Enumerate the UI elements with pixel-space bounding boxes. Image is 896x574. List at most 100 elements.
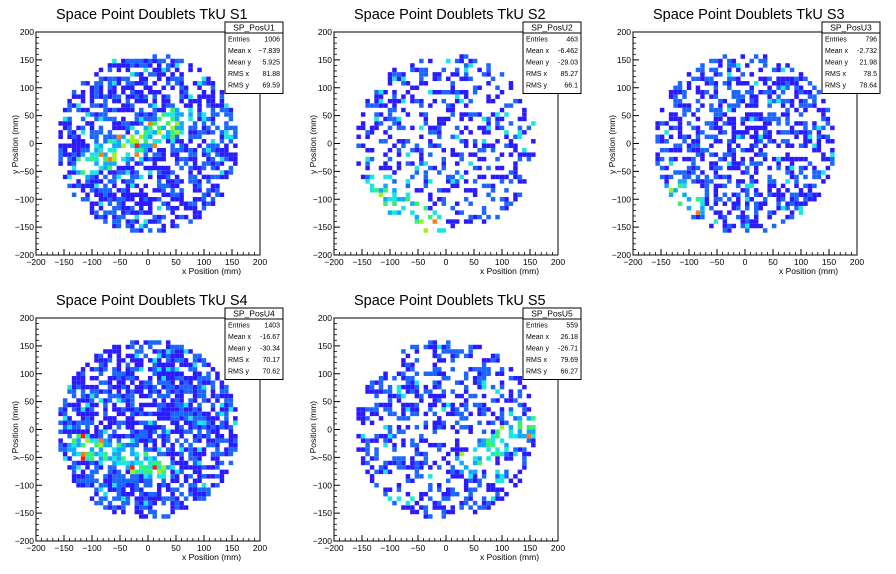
bin-cell (134, 183, 140, 189)
bin-cell (121, 407, 126, 412)
bin-cell (419, 460, 424, 466)
bin-cell (821, 125, 826, 131)
bin-cell (387, 393, 393, 399)
bin-cell (517, 125, 523, 131)
bin-cell (767, 192, 772, 198)
bin-cell (125, 170, 131, 175)
bin-cell (812, 174, 817, 180)
bin-cell (107, 197, 113, 202)
bin-cell (174, 134, 180, 140)
bin-cell (526, 152, 532, 157)
bin-cell (139, 89, 144, 95)
bin-cell (174, 125, 180, 131)
bin-cell (495, 429, 500, 434)
bin-cell (215, 398, 220, 403)
x-tick-label: −150 (352, 543, 371, 553)
bin-cell (499, 478, 505, 484)
bin-cell (780, 183, 786, 189)
bin-cell (459, 416, 464, 421)
bin-cell (188, 139, 193, 144)
bin-cell (206, 98, 211, 104)
bin-cell (432, 76, 438, 82)
bin-cell (526, 438, 532, 443)
bin-cell (481, 205, 487, 211)
bin-cell (401, 94, 406, 99)
bin-cell (677, 179, 683, 184)
bin-cell (62, 451, 68, 457)
bin-cell (736, 214, 741, 220)
bin-cell (130, 483, 135, 488)
bin-cell (531, 416, 536, 421)
bin-cell (125, 94, 131, 99)
bin-cell (165, 380, 171, 385)
bin-cell (76, 478, 81, 484)
bin-cell (762, 201, 768, 206)
bin-cell (374, 125, 379, 131)
bin-cell (495, 460, 500, 466)
x-tick-label: −50 (113, 257, 128, 267)
bin-cell (130, 107, 135, 113)
bin-cell (517, 425, 523, 430)
bin-cell (98, 85, 104, 90)
bin-cell (383, 465, 388, 470)
bin-cell (441, 509, 446, 515)
bin-cell (103, 402, 108, 408)
bin-cell (477, 456, 482, 461)
bin-cell (121, 483, 126, 488)
bin-cell (392, 442, 397, 448)
bin-cell (522, 402, 527, 408)
stats-value: 26.18 (560, 334, 578, 341)
bin-cell (80, 107, 86, 113)
bin-cell (749, 98, 754, 104)
bin-cell (210, 438, 216, 443)
bin-cell (116, 469, 122, 475)
bin-cell (771, 89, 777, 95)
bin-cell (468, 487, 473, 492)
bin-cell (192, 491, 198, 497)
bin-cells (58, 54, 238, 233)
bin-cell (197, 425, 202, 430)
bin-cell (161, 147, 166, 153)
bin-cell (517, 130, 523, 135)
bin-cell (504, 456, 509, 461)
bin-cell (121, 358, 126, 363)
bin-cell (58, 407, 63, 412)
bin-cell (459, 393, 464, 399)
bin-cells (356, 340, 536, 519)
bin-cell (143, 433, 148, 439)
bin-cell (228, 438, 234, 443)
bin-cell (691, 112, 696, 117)
bin-cell (468, 98, 473, 104)
bin-cell (98, 451, 104, 457)
bin-cell (374, 451, 379, 457)
bin-cell (206, 371, 211, 376)
bin-cell (76, 152, 81, 157)
bin-cell (691, 147, 696, 153)
bin-cell (668, 174, 674, 180)
bin-cell (125, 500, 131, 506)
bin-cell (771, 98, 777, 104)
bin-cell (152, 81, 157, 86)
bin-cell (125, 58, 131, 64)
bin-cell (437, 125, 442, 131)
bin-cell (143, 134, 148, 140)
bin-cell (206, 147, 211, 153)
bin-cell (392, 393, 397, 399)
bin-cell (450, 411, 455, 417)
bin-cell (477, 438, 482, 443)
bin-cell (668, 125, 674, 131)
bin-cell (165, 94, 171, 99)
bin-cell (89, 94, 95, 99)
bin-cell (454, 170, 460, 175)
bin-cell (807, 188, 813, 193)
bin-cell (356, 447, 361, 452)
bin-cell (713, 197, 719, 202)
bin-cell (731, 116, 737, 122)
bin-cell (477, 367, 482, 372)
bin-cell (165, 514, 171, 519)
bin-cell (80, 478, 86, 484)
bin-cell (143, 478, 148, 484)
bin-cell (143, 442, 148, 448)
bin-cell (183, 205, 189, 211)
bin-cell (161, 429, 166, 434)
